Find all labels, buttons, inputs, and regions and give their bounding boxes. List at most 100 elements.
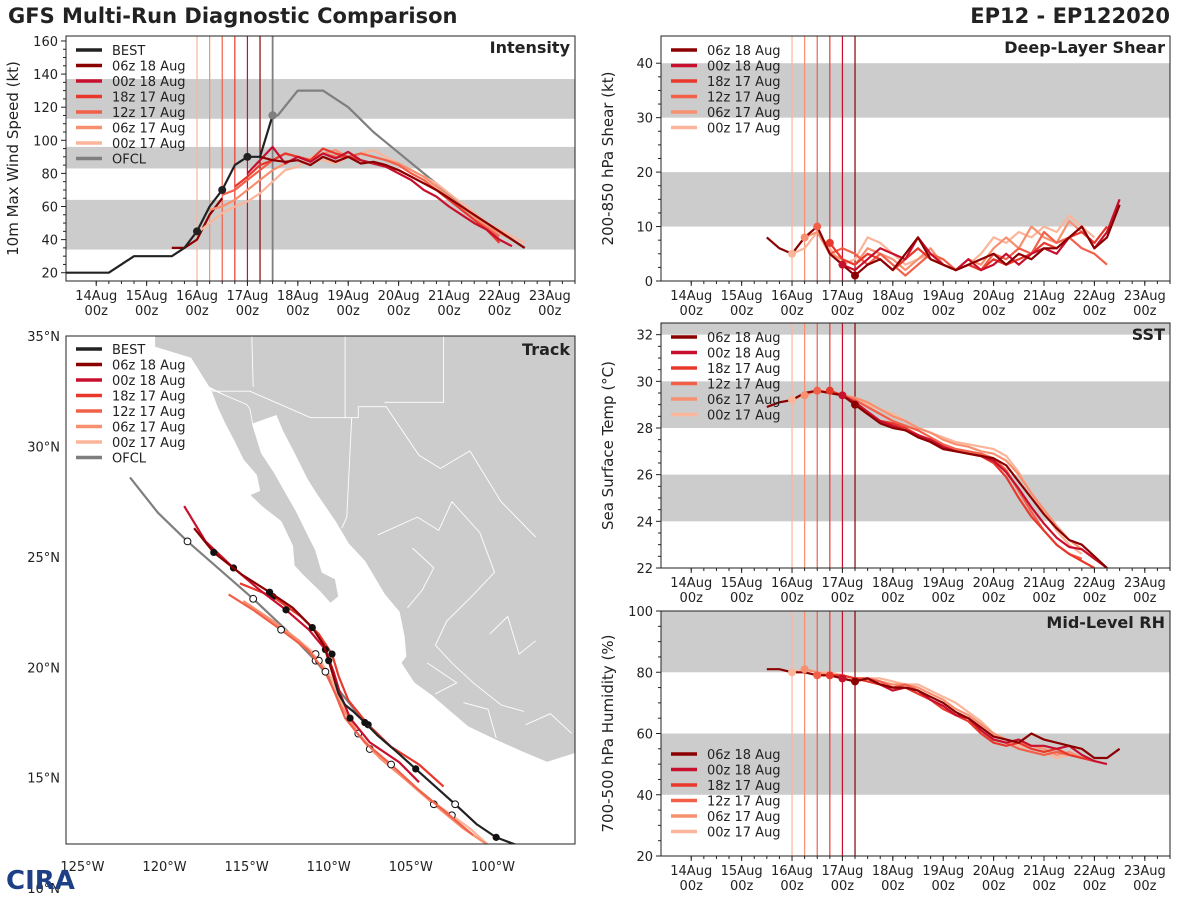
rh-band-0 (661, 733, 1170, 795)
sst-legend-label: 06z 18 Aug (707, 331, 781, 346)
rh-xtick-label: 16Aug (771, 864, 813, 879)
intensity-chart (61, 35, 576, 286)
intensity-ytick-label: 20 (41, 267, 58, 282)
track-chart (65, 335, 576, 845)
track-lat-label: 35°N (27, 330, 60, 345)
shear-xtick-label: 14Aug (670, 289, 712, 304)
rh-xtick-label: 00z (730, 879, 754, 894)
sst-marker (788, 396, 797, 404)
shear-xtick-label: 20Aug (973, 289, 1015, 304)
sst-series-06z-18-aug (766, 389, 1108, 568)
shear-xtick-label: 00z (831, 304, 855, 319)
intensity-frame (65, 35, 576, 282)
intensity-xtick-label: 00z (236, 304, 260, 319)
rh-xtick-label: 00z (982, 879, 1006, 894)
intensity-xtick-label: 16Aug (176, 289, 218, 304)
track-legend-label: 06z 17 Aug (112, 421, 186, 436)
sst-ylabel: Sea Surface Temp (°C) (599, 361, 617, 530)
rh-xtick-label: 23Aug (1124, 864, 1166, 879)
sst-xtick-label: 15Aug (721, 576, 763, 591)
rh-xtick-label: 21Aug (1023, 864, 1065, 879)
intensity-ytick-label: 40 (41, 234, 58, 249)
intensity-xtick-label: 15Aug (126, 289, 168, 304)
intensity-series-06z-18-aug (259, 155, 526, 249)
sst-xtick-label: 00z (1083, 591, 1107, 606)
sst-xtick-label: 23Aug (1124, 576, 1166, 591)
track-legend-label: 12z 17 Aug (112, 405, 186, 420)
sst-xtick-label: 17Aug (821, 576, 863, 591)
border-interior-4 (489, 615, 536, 655)
sst-series-12z-17-aug (817, 389, 1083, 560)
shear-xtick-label: 00z (680, 304, 704, 319)
sst-xtick-label: 00z (680, 591, 704, 606)
sst-xtick-label: 16Aug (771, 576, 813, 591)
sst-xtick-label: 00z (881, 591, 905, 606)
intensity-ytick-label: 100 (33, 134, 58, 149)
track-marker (346, 714, 354, 722)
shear-title: Deep-Layer Shear (1004, 38, 1165, 57)
border-us-mex (212, 390, 536, 538)
intensity-xtick-label: 19Aug (327, 289, 369, 304)
rh-xtick-label: 00z (780, 879, 804, 894)
track-lon-label: 125°W (60, 860, 104, 875)
intensity-xtick-label: 23Aug (529, 289, 571, 304)
rh-xtick-label: 17Aug (821, 864, 863, 879)
border-nm-tx (384, 336, 445, 403)
rh-legend-label: 06z 18 Aug (707, 748, 781, 763)
intensity-xtick-label: 00z (135, 304, 159, 319)
intensity-ytick-label: 160 (33, 35, 58, 50)
track-marker (308, 623, 316, 632)
rh-marker (788, 668, 797, 677)
intensity-marker (218, 185, 227, 194)
shear-xtick-label: 21Aug (1023, 289, 1065, 304)
sst-xtick-label: 22Aug (1073, 576, 1115, 591)
sst-legend-label: 12z 17 Aug (707, 378, 781, 393)
sst-xtick-label: 20Aug (973, 576, 1015, 591)
rh-ytick-label: 60 (636, 728, 653, 743)
track-lon-label: 115°W (225, 860, 269, 875)
shear-series-06z-18-aug (766, 204, 1121, 277)
sst-marker (813, 386, 822, 395)
rh-xtick-label: 00z (680, 879, 704, 894)
shear-ytick-label: 0 (645, 275, 653, 290)
track-lon-label: 120°W (142, 860, 186, 875)
shear-xtick-label: 00z (1133, 304, 1157, 319)
sst-ytick-label: 32 (636, 329, 653, 344)
intensity-xtick-label: 00z (337, 304, 361, 319)
shear-legend-label: 18z 17 Aug (707, 75, 781, 90)
shear-legend-label: 06z 17 Aug (707, 106, 781, 121)
shear-ytick-label: 10 (636, 221, 653, 236)
sst-xtick-label: 18Aug (872, 576, 914, 591)
sst-ytick-label: 28 (636, 422, 653, 437)
track-lat-label: 10°N (27, 882, 60, 897)
track-marker (266, 588, 274, 596)
sst-ytick-label: 26 (636, 469, 653, 484)
intensity-marker (193, 227, 202, 236)
sst-xtick-label: 00z (982, 591, 1006, 606)
shear-xtick-label: 19Aug (922, 289, 964, 304)
track-lat-label: 30°N (27, 440, 60, 455)
shear-marker (838, 260, 847, 269)
track-lon-label: 105°W (389, 860, 433, 875)
shear-legend-label: 00z 18 Aug (707, 60, 781, 75)
border-ca-az (251, 336, 254, 387)
shear-xtick-label: 00z (1083, 304, 1107, 319)
sst-marker (825, 386, 834, 395)
track-line-18z-17-aug (239, 582, 445, 788)
sst-xtick-label: 14Aug (670, 576, 712, 591)
rh-xtick-label: 22Aug (1073, 864, 1115, 879)
rh-xtick-label: 00z (881, 879, 905, 894)
shear-marker (800, 233, 809, 242)
shear-marker (813, 222, 822, 231)
shear-legend-label: 12z 17 Aug (707, 91, 781, 106)
track-line-06z-18-aug (193, 527, 337, 684)
sst-xtick-label: 00z (1133, 591, 1157, 606)
rh-xtick-label: 00z (932, 879, 956, 894)
figure-title: GFS Multi-Run Diagnostic Comparison (8, 4, 458, 28)
shear-xtick-label: 00z (780, 304, 804, 319)
intensity-legend-label: 06z 18 Aug (112, 60, 186, 75)
rh-series-06z-18-aug (766, 668, 1121, 760)
track-legend-label: 06z 18 Aug (112, 359, 186, 374)
intensity-legend-label: 00z 17 Aug (112, 137, 186, 152)
border-son-chih (341, 417, 353, 529)
